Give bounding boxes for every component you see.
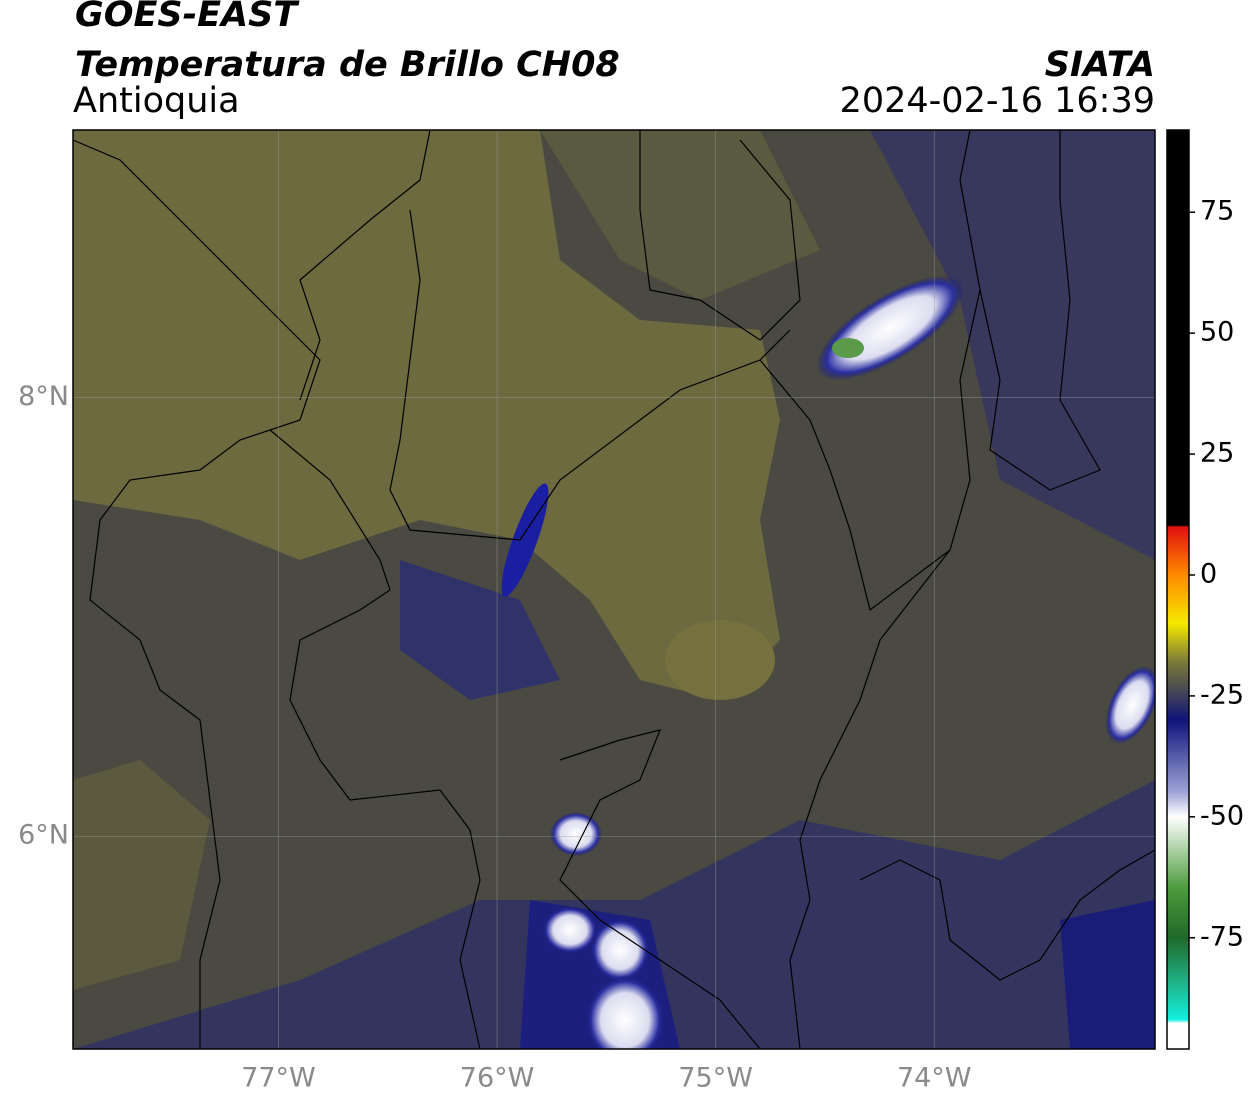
y-tick-label: 8°N (18, 381, 69, 412)
map-frame (72, 129, 1156, 1050)
subtitle: Temperatura de Brillo CH08 (75, 45, 620, 85)
colorbar-tick-label: -25 (1200, 679, 1244, 710)
organization: SIATA (1045, 45, 1155, 85)
colorbar-tick-label: 0 (1200, 558, 1217, 589)
grid (73, 130, 1155, 1049)
map-image (73, 130, 1155, 1049)
colorbar-tick-label: -75 (1200, 921, 1244, 952)
colorbar-tick-label: 50 (1200, 317, 1234, 348)
x-tick-label: 77°W (241, 1063, 316, 1094)
x-tick-label: 75°W (678, 1063, 753, 1094)
region: Antioquia (73, 81, 240, 121)
colorbar (1166, 129, 1190, 1050)
colorbar-tick-label: -50 (1200, 800, 1244, 831)
x-tick-label: 74°W (897, 1063, 972, 1094)
colorbar-tick-label: 25 (1200, 438, 1234, 469)
datetime: 2024-02-16 16:39 (840, 81, 1155, 121)
colorbar-tick-label: 75 (1200, 196, 1234, 227)
y-tick-label: 6°N (18, 820, 69, 851)
x-tick-label: 76°W (460, 1063, 535, 1094)
title: GOES-EAST (75, 0, 300, 35)
